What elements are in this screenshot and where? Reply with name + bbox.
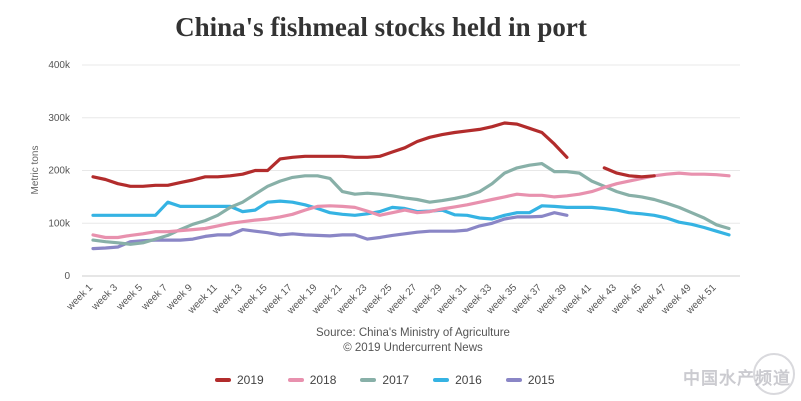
chart-title: China's fishmeal stocks held in port bbox=[175, 12, 587, 42]
series-line-2018 bbox=[91, 171, 731, 240]
legend-label: 2015 bbox=[527, 373, 555, 387]
series-line-2015 bbox=[91, 211, 569, 251]
copyright-text: © 2019 Undercurrent News bbox=[343, 342, 483, 354]
y-tick-label: 100k bbox=[48, 218, 71, 229]
y-axis-label: Metric tons bbox=[30, 146, 41, 195]
legend-item-2019[interactable]: 2019 bbox=[215, 373, 264, 387]
y-tick-label: 200k bbox=[48, 166, 71, 177]
legend-label: 2019 bbox=[237, 373, 264, 387]
grid-lines bbox=[82, 64, 740, 277]
y-tick-label: 0 bbox=[64, 271, 70, 282]
watermark: 中国水产频道 bbox=[683, 369, 791, 388]
series-line-2019 bbox=[602, 166, 656, 179]
y-tick-label: 400k bbox=[48, 60, 71, 71]
legend-label: 2017 bbox=[382, 373, 410, 387]
legend: 2019 2018 2017 2016 2015 bbox=[215, 372, 579, 388]
series-line-2017 bbox=[91, 162, 731, 246]
x-tick-label: week 7 bbox=[139, 282, 170, 313]
legend-item-2018[interactable]: 2018 bbox=[287, 373, 337, 387]
y-tick-label: 300k bbox=[48, 113, 71, 124]
x-tick-label: week 1 bbox=[64, 282, 95, 313]
legend-swatch bbox=[360, 378, 377, 382]
x-tick-label: week 5 bbox=[114, 282, 145, 313]
watermark-globe-icon bbox=[753, 353, 795, 395]
legend-item-2017[interactable]: 2017 bbox=[360, 373, 409, 387]
legend-swatch bbox=[433, 378, 450, 382]
series-line-2019 bbox=[91, 121, 569, 188]
source-text: Source: China's Ministry of Agriculture bbox=[316, 327, 510, 339]
series-lines bbox=[91, 121, 731, 251]
legend-label: 2018 bbox=[309, 373, 337, 387]
legend-swatch bbox=[287, 378, 304, 382]
legend-label: 2016 bbox=[455, 373, 482, 387]
legend-item-2015[interactable]: 2015 bbox=[505, 373, 555, 387]
legend-item-2016[interactable]: 2016 bbox=[433, 373, 482, 387]
y-axis-ticks: 0 100k 200k 300k 400k bbox=[48, 60, 71, 282]
x-tick-label: week 3 bbox=[89, 282, 120, 313]
legend-swatch bbox=[215, 378, 231, 382]
legend-swatch bbox=[505, 378, 522, 382]
